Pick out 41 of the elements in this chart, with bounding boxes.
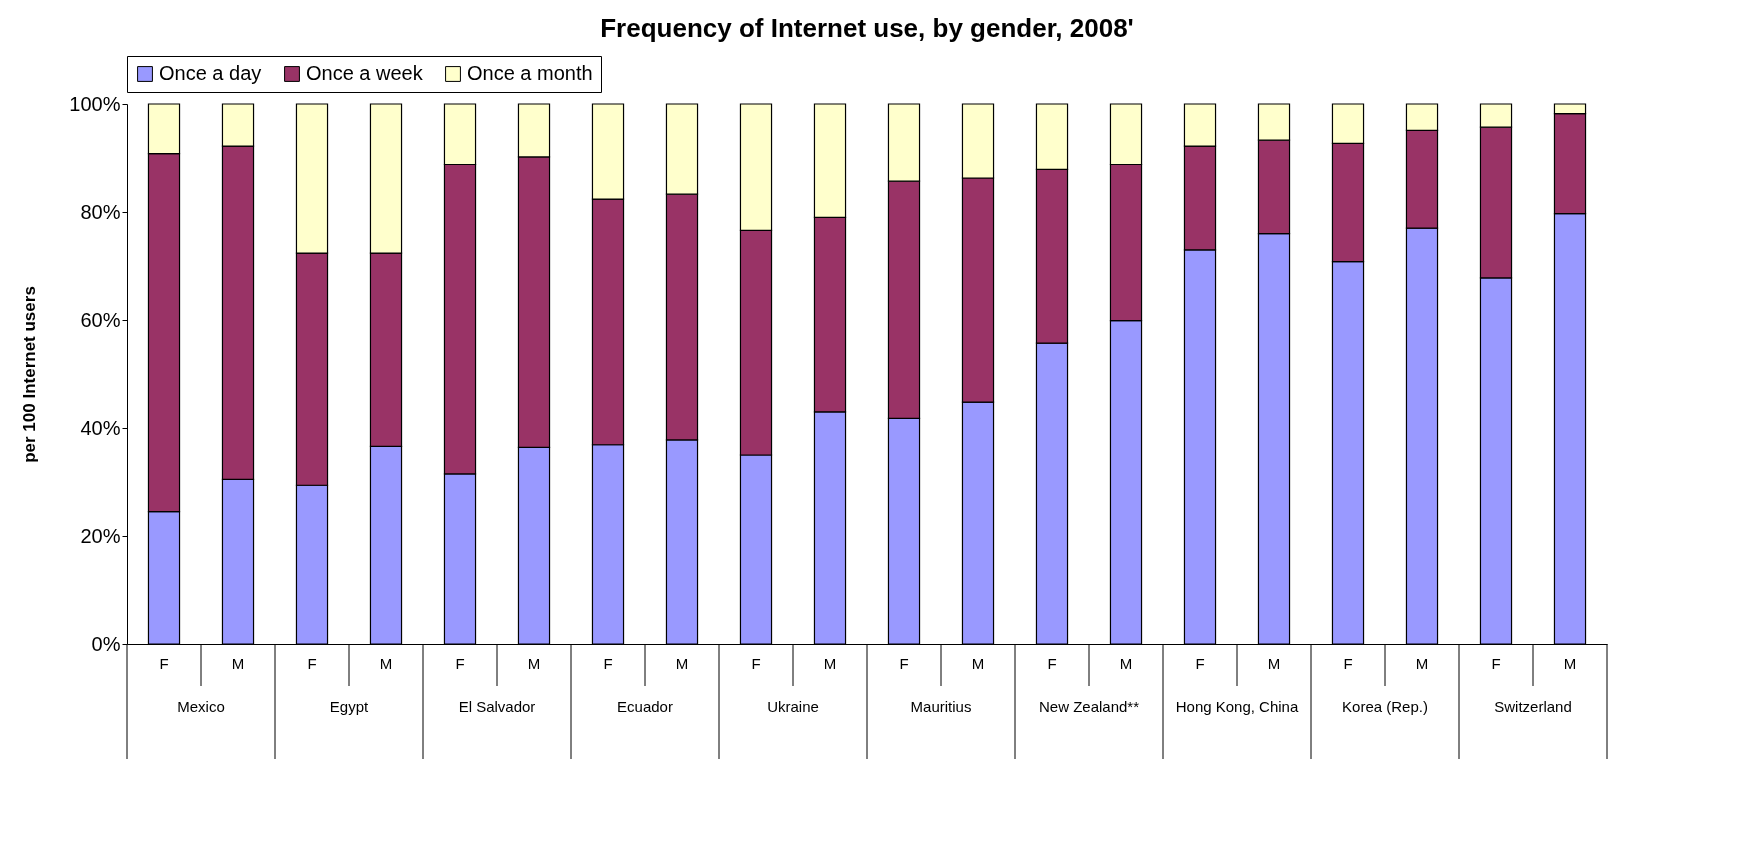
text: El Salvador xyxy=(458,698,536,715)
text: Ukraine xyxy=(767,698,819,715)
x-tick-label: M xyxy=(527,654,541,672)
x-tick-label: M xyxy=(231,654,245,672)
chart-title: Frequency of Internet use, by gender, 2008' xyxy=(600,12,1134,43)
legend-label: Once a month xyxy=(467,62,593,84)
x-tick-label: M xyxy=(823,654,837,672)
y-tick-label: 20% xyxy=(80,524,121,547)
text: Switzerland xyxy=(1494,698,1572,715)
x-tick-label: F xyxy=(1343,654,1353,672)
x-tick-label: M xyxy=(675,654,689,672)
legend-label: Once a week xyxy=(306,62,424,84)
text: Mexico xyxy=(177,698,225,715)
text: Egypt xyxy=(329,698,370,715)
x-tick-label: M xyxy=(971,654,985,672)
text: Ecuador xyxy=(617,698,673,715)
text: Hong Kong, China xyxy=(1175,698,1299,715)
x-tick-label: F xyxy=(751,654,761,672)
y-tick-label: 100% xyxy=(69,92,121,115)
x-tick-label: M xyxy=(1563,654,1577,672)
x-tick-label: F xyxy=(603,654,613,672)
y-axis-title: per 100 Internet users xyxy=(20,286,40,463)
x-tick-label: M xyxy=(1119,654,1133,672)
x-tick-label: M xyxy=(1415,654,1429,672)
y-tick-label: 0% xyxy=(91,632,121,655)
x-tick-label: F xyxy=(307,654,317,672)
x-tick-label: F xyxy=(899,654,909,672)
x-tick-label: M xyxy=(379,654,393,672)
x-tick-label: F xyxy=(1047,654,1057,672)
y-tick-label: 80% xyxy=(80,200,121,223)
x-tick-label: F xyxy=(159,654,169,672)
text: Korea (Rep.) xyxy=(1342,698,1428,715)
text: Mauritius xyxy=(910,698,972,715)
x-tick-label: F xyxy=(455,654,465,672)
text: New Zealand** xyxy=(1038,698,1140,715)
y-tick-label: 40% xyxy=(80,416,121,439)
legend-label: Once a day xyxy=(159,62,262,84)
x-tick-label: F xyxy=(1195,654,1205,672)
y-tick-label: 60% xyxy=(80,308,121,331)
x-tick-label: M xyxy=(1267,654,1281,672)
x-tick-label: F xyxy=(1491,654,1501,672)
